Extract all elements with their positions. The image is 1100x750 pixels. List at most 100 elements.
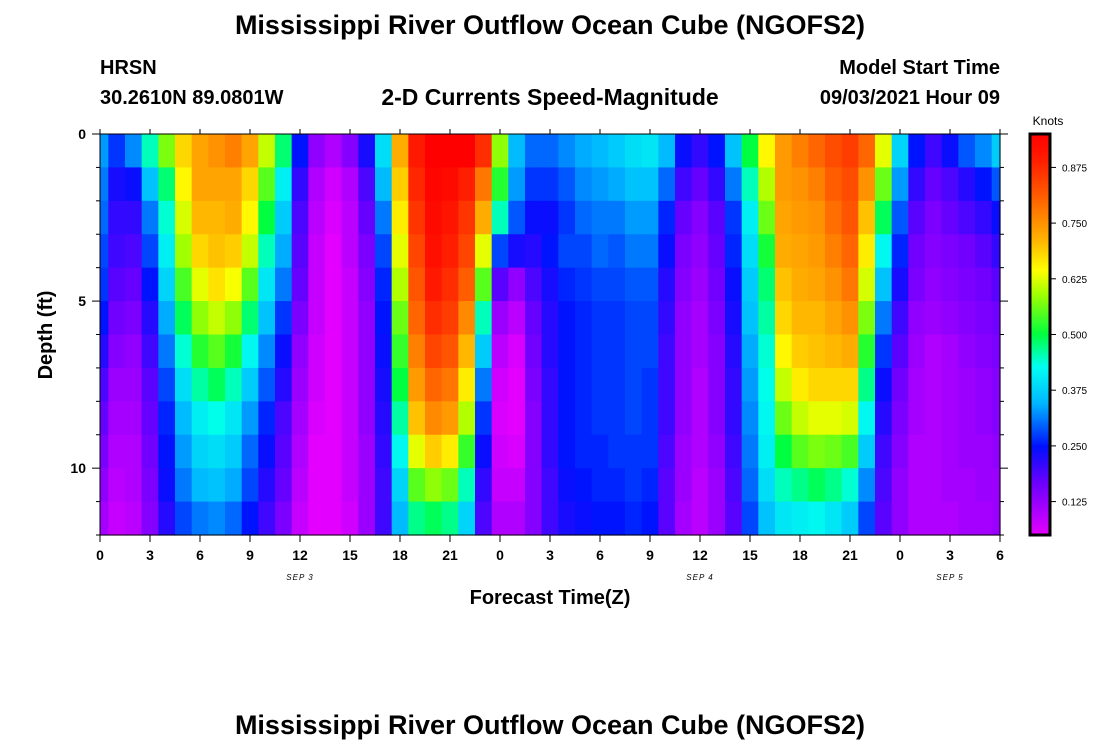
heatmap-cell <box>575 334 593 369</box>
heatmap-cell <box>358 434 376 469</box>
heatmap-cell <box>825 134 843 169</box>
heatmap-cell <box>125 367 143 402</box>
heatmap-cell <box>675 367 693 402</box>
heatmap-cell <box>325 501 343 536</box>
date-label: SEP 3 <box>286 573 313 582</box>
heatmap-cell <box>341 334 359 369</box>
heatmap-cell <box>158 167 176 202</box>
heatmap-cell <box>175 334 193 369</box>
station-coords: 30.2610N 89.0801W <box>100 87 284 109</box>
heatmap-cell <box>425 367 443 402</box>
heatmap-cell <box>991 167 1001 202</box>
heatmap-cell <box>808 434 826 469</box>
heatmap-cell <box>941 200 959 235</box>
heatmap-cell <box>408 401 426 436</box>
heatmap-cell <box>858 401 876 436</box>
heatmap-cell <box>758 134 776 169</box>
heatmap-cell <box>608 267 626 302</box>
heatmap-cell <box>108 134 126 169</box>
heatmap-cell <box>791 334 809 369</box>
heatmap-cell <box>100 301 109 336</box>
heatmap-cell <box>908 334 926 369</box>
heatmap-cell <box>191 167 209 202</box>
heatmap-cell <box>291 134 309 169</box>
heatmap-cell <box>958 234 976 269</box>
heatmap-cell <box>808 501 826 536</box>
heatmap-cell <box>608 468 626 503</box>
heatmap-cell <box>825 301 843 336</box>
heatmap-cell <box>691 267 709 302</box>
heatmap-cell <box>208 200 226 235</box>
heatmap-cell <box>291 367 309 402</box>
heatmap-cell <box>975 167 993 202</box>
heatmap-cell <box>158 334 176 369</box>
heatmap-cell <box>591 434 609 469</box>
heatmap-cell <box>191 401 209 436</box>
heatmap-cell <box>708 234 726 269</box>
heatmap-cell <box>775 367 793 402</box>
heatmap-cell <box>891 267 909 302</box>
heatmap-cell <box>391 401 409 436</box>
heatmap-cell <box>125 267 143 302</box>
heatmap-cell <box>675 200 693 235</box>
x-tick-label: 12 <box>692 547 708 563</box>
heatmap-cell <box>275 468 293 503</box>
heatmap-cell <box>175 134 193 169</box>
heatmap-cell <box>141 234 159 269</box>
heatmap-cell <box>708 267 726 302</box>
heatmap-cell <box>758 401 776 436</box>
heatmap-cell <box>291 267 309 302</box>
heatmap-cell <box>358 468 376 503</box>
current-speed-chart: 0 5 10 0 3 6 9 12 15 18 21 0 3 6 9 12 15 18 21 0 3 6 SEP 3 SEP … <box>35 114 1087 609</box>
heatmap-cell <box>775 167 793 202</box>
heatmap-cell <box>391 334 409 369</box>
heatmap-cell <box>758 234 776 269</box>
heatmap-cell <box>575 267 593 302</box>
heatmap-cell <box>525 167 543 202</box>
heatmap-cell <box>858 200 876 235</box>
heatmap-cell <box>391 234 409 269</box>
heatmap-cell <box>558 501 576 536</box>
heatmap-cell <box>425 301 443 336</box>
heatmap-cell <box>908 234 926 269</box>
heatmap-cell <box>658 401 676 436</box>
heatmap-cell <box>441 401 459 436</box>
heatmap-cell <box>725 434 743 469</box>
heatmap-cell <box>308 200 326 235</box>
heatmap-cell <box>158 401 176 436</box>
heatmap-cell <box>625 334 643 369</box>
heatmap-cell <box>291 167 309 202</box>
heatmap-cell <box>275 434 293 469</box>
heatmap-cell <box>275 501 293 536</box>
heatmap-cell <box>641 234 659 269</box>
heatmap-cell <box>908 401 926 436</box>
heatmap-cell <box>241 367 259 402</box>
heatmap-cell <box>958 334 976 369</box>
heatmap-cell <box>691 200 709 235</box>
heatmap-cell <box>508 200 526 235</box>
heatmap-cell <box>475 234 493 269</box>
heatmap-cell <box>458 401 476 436</box>
heatmap-cells <box>100 134 1001 536</box>
heatmap-cell <box>191 501 209 536</box>
heatmap-cell <box>808 401 826 436</box>
heatmap-cell <box>208 401 226 436</box>
heatmap-cell <box>241 434 259 469</box>
heatmap-cell <box>975 401 993 436</box>
heatmap-cell <box>541 334 559 369</box>
heatmap-cell <box>408 334 426 369</box>
heatmap-cell <box>625 167 643 202</box>
heatmap-cell <box>808 267 826 302</box>
heatmap-cell <box>608 401 626 436</box>
heatmap-cell <box>275 334 293 369</box>
heatmap-cell <box>875 200 893 235</box>
heatmap-cell <box>291 301 309 336</box>
heatmap-cell <box>158 301 176 336</box>
colorbar-unit-label: Knots <box>1033 114 1064 128</box>
heatmap-cell <box>791 401 809 436</box>
heatmap-cell <box>491 367 509 402</box>
heatmap-cell <box>425 234 443 269</box>
heatmap-cell <box>125 434 143 469</box>
heatmap-cell <box>458 134 476 169</box>
heatmap-cell <box>891 167 909 202</box>
